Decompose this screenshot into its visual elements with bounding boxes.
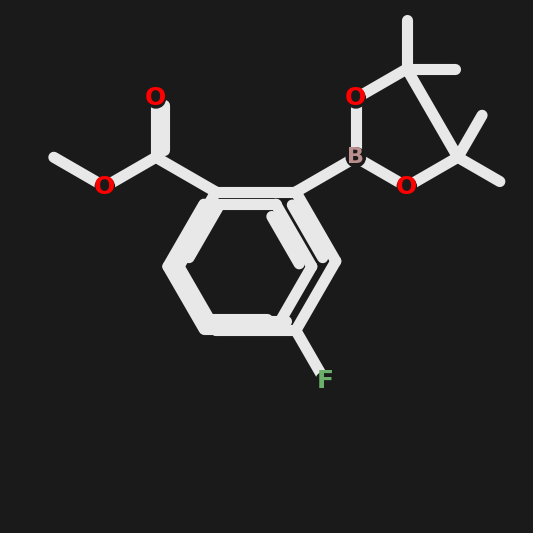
Text: O: O — [94, 175, 116, 199]
Circle shape — [95, 177, 115, 196]
Text: F: F — [317, 369, 334, 393]
Circle shape — [316, 372, 335, 391]
Text: O: O — [345, 86, 367, 110]
Text: B: B — [348, 147, 365, 167]
Text: O: O — [396, 175, 417, 199]
Circle shape — [346, 148, 366, 167]
Circle shape — [146, 89, 165, 108]
Circle shape — [397, 177, 416, 196]
Circle shape — [346, 89, 366, 108]
Text: O: O — [145, 86, 166, 110]
